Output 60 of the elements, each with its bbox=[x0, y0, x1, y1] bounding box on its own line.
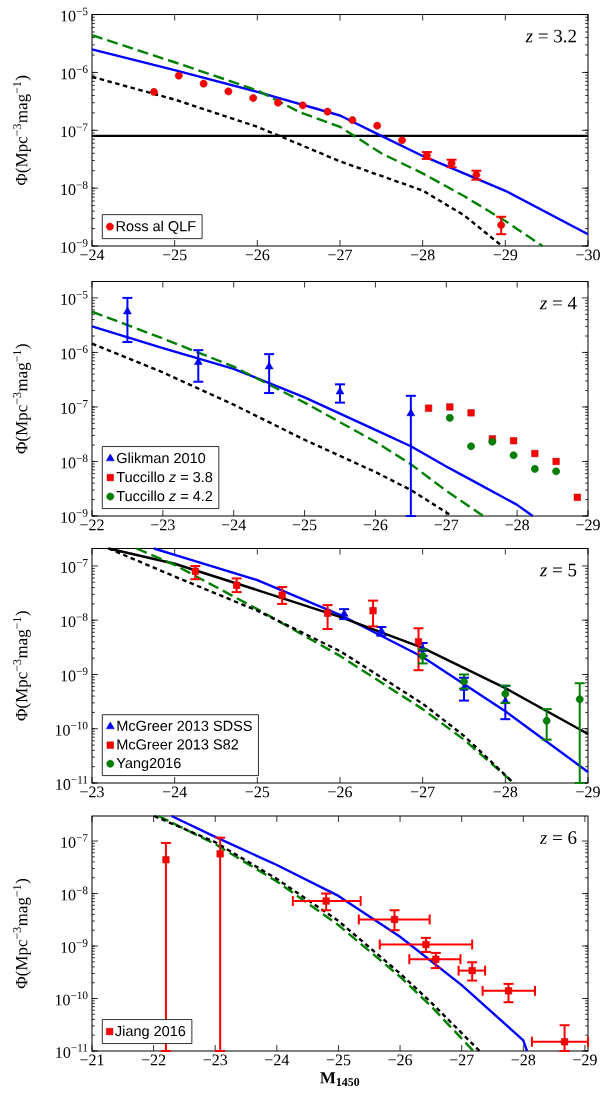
x-tick-label: −26 bbox=[388, 1054, 413, 1066]
y-tick-label: 10$^{−8}$ bbox=[61, 454, 88, 469]
x-tick-label: −30 bbox=[576, 249, 600, 261]
y-tick-label: 10$^{−7}$ bbox=[61, 400, 88, 414]
y-tick-label: 10$^{−8}$ bbox=[61, 613, 88, 628]
y-tick-label: 10$^{−5}$ bbox=[61, 7, 88, 22]
x-tick-label: −24 bbox=[221, 519, 246, 531]
x-tick-label: −24 bbox=[162, 786, 187, 798]
legend-label: McGreer 2013 SDSS bbox=[117, 720, 252, 731]
y-tick-label: 10$^{−6}$ bbox=[61, 345, 88, 360]
legend-label: Jiang 2016 bbox=[115, 1025, 186, 1040]
y-tick-label: 10$^{−7}$ bbox=[61, 834, 88, 848]
annotation: z = 4 bbox=[539, 296, 577, 310]
y-tick-label: 10$^{−5}$ bbox=[61, 291, 88, 305]
x-tick-label: −23 bbox=[203, 1054, 228, 1066]
y-tick-label: 10$^{−10}$ bbox=[55, 721, 88, 736]
y-axis-title: Φ(Mpc$^{−3}$mag$^{−1}$) bbox=[13, 611, 31, 721]
y-tick-label: 10$^{−8}$ bbox=[61, 886, 88, 901]
annotation: z = 5 bbox=[539, 563, 577, 577]
y-tick-label: 10$^{−7}$ bbox=[61, 559, 88, 573]
x-tick-label: −28 bbox=[505, 519, 530, 531]
annotation: z = 6 bbox=[539, 831, 577, 845]
legend-label: Ross al QLF bbox=[116, 220, 196, 234]
annotation: z = 3.2 bbox=[525, 29, 576, 43]
x-tick-label: −29 bbox=[493, 249, 518, 261]
x-tick-label: −28 bbox=[410, 249, 435, 261]
x-tick-label: −23 bbox=[151, 519, 175, 531]
x-tick-label: −26 bbox=[363, 519, 388, 531]
x-tick-label: −28 bbox=[511, 1054, 536, 1066]
x-tick-label: −24 bbox=[265, 1054, 290, 1066]
x-tick-label: −26 bbox=[245, 249, 270, 261]
x-tick-label: −22 bbox=[141, 1054, 166, 1066]
y-tick-label: 10$^{−6}$ bbox=[61, 65, 88, 80]
x-tick-label: −29 bbox=[576, 519, 600, 531]
x-tick-label: −27 bbox=[328, 249, 353, 261]
x-tick-label: −27 bbox=[410, 786, 435, 798]
y-axis-title: Φ(Mpc$^{−3}$mag$^{−1}$) bbox=[13, 75, 31, 186]
x-tick-label: −27 bbox=[449, 1054, 474, 1066]
x-tick-label: −25 bbox=[245, 786, 270, 798]
y-tick-label: 10$^{−9}$ bbox=[61, 667, 88, 682]
x-axis-title: M$_{1450}$ bbox=[320, 1072, 360, 1087]
x-tick-label: −25 bbox=[162, 249, 187, 261]
x-tick-label: −26 bbox=[328, 786, 353, 798]
legend-label: Glikman 2010 bbox=[117, 452, 206, 464]
legend-label: Tuccillo z = 3.8 bbox=[116, 471, 213, 483]
y-axis-title: Φ(Mpc$^{−3}$mag$^{−1}$) bbox=[13, 879, 31, 989]
x-tick-label: −25 bbox=[292, 519, 317, 531]
y-tick-label: 10$^{−9}$ bbox=[61, 939, 88, 953]
x-tick-label: −25 bbox=[326, 1054, 351, 1066]
y-tick-label: 10$^{−10}$ bbox=[55, 991, 88, 1006]
legend-label: McGreer 2013 S82 bbox=[117, 739, 239, 750]
y-axis-title: Φ(Mpc$^{−3}$mag$^{−1}$) bbox=[13, 344, 31, 454]
y-tick-label: 10$^{−7}$ bbox=[61, 123, 88, 138]
x-tick-label: −27 bbox=[434, 519, 459, 531]
x-tick-label: −29 bbox=[576, 786, 600, 798]
x-tick-label: −29 bbox=[573, 1054, 597, 1066]
legend-label: Yang2016 bbox=[116, 757, 181, 772]
legend-label: Tuccillo z = 4.2 bbox=[116, 490, 213, 502]
y-tick-label: 10$^{−8}$ bbox=[61, 181, 88, 196]
x-tick-label: −28 bbox=[493, 786, 518, 798]
